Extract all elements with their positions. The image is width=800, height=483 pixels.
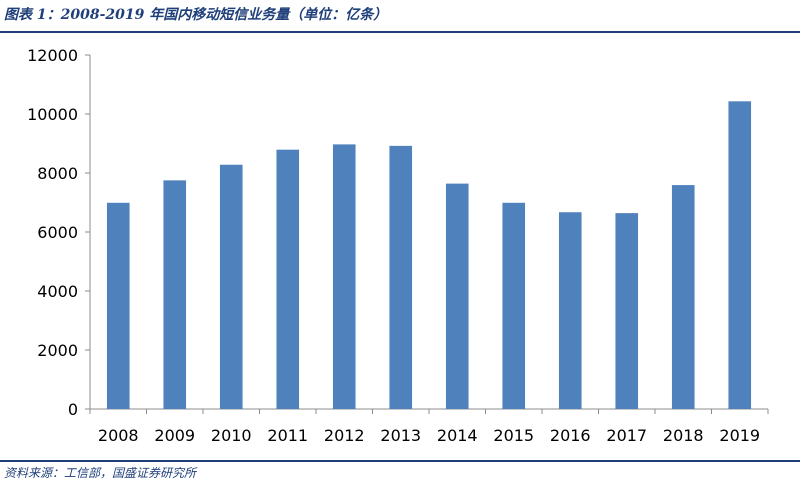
y-tick-label: 10000 [27, 105, 78, 124]
bar-2019 [728, 101, 752, 409]
bar-2016 [558, 212, 582, 409]
x-tick-label: 2019 [719, 426, 760, 445]
bar-2013 [389, 145, 413, 410]
bar-2015 [502, 202, 526, 409]
y-tick-label: 6000 [37, 223, 78, 242]
x-tick-label: 2013 [380, 426, 421, 445]
y-axis: 0 2000 4000 6000 8000 10000 12000 [27, 46, 91, 419]
bar-2011 [276, 149, 300, 409]
bar-2018 [671, 185, 695, 409]
x-tick-label: 2009 [154, 426, 195, 445]
x-tick-label: 2011 [267, 426, 308, 445]
x-tick-label: 2017 [606, 426, 647, 445]
bar-2008 [106, 202, 130, 409]
x-tick-label: 2012 [324, 426, 365, 445]
bar-2017 [615, 213, 639, 409]
x-tick-label: 2008 [98, 426, 139, 445]
chart-title: 图表 1：2008-2019 年国内移动短信业务量（单位：亿条） [4, 7, 388, 23]
source-note: 资料来源：工信部，国盛证券研究所 [4, 466, 197, 480]
y-tick-label: 12000 [27, 46, 78, 65]
bar-2014 [445, 183, 469, 409]
title-divider [0, 31, 800, 33]
source-divider [0, 460, 800, 462]
x-tick-label: 2018 [663, 426, 704, 445]
bar-2010 [219, 164, 243, 409]
x-tick-label: 2010 [211, 426, 252, 445]
bar-2009 [163, 180, 187, 409]
x-tick-label: 2015 [493, 426, 534, 445]
y-tick-label: 4000 [37, 282, 78, 301]
y-tick-label: 8000 [37, 164, 78, 183]
y-tick-label: 0 [68, 400, 78, 419]
x-tick-label: 2016 [550, 426, 591, 445]
y-tick-label: 2000 [37, 341, 78, 360]
x-tick-label: 2014 [437, 426, 478, 445]
x-axis: 2008 2009 2010 2011 2012 2013 2014 2015 2016 2017… [89, 408, 769, 445]
bar-series [106, 101, 752, 410]
bar-2012 [332, 144, 356, 409]
